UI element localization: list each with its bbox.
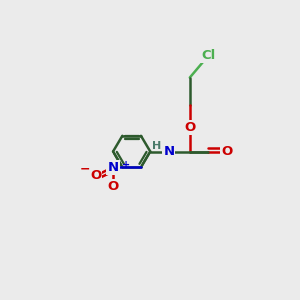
Text: N: N [163, 145, 174, 158]
Text: −: − [80, 162, 90, 175]
Text: H: H [152, 141, 161, 151]
Text: O: O [90, 169, 101, 182]
Text: O: O [107, 180, 119, 193]
Text: +: + [122, 160, 130, 170]
Text: N: N [107, 161, 118, 174]
Text: O: O [221, 145, 233, 158]
Text: Cl: Cl [201, 49, 215, 62]
Text: O: O [184, 121, 195, 134]
